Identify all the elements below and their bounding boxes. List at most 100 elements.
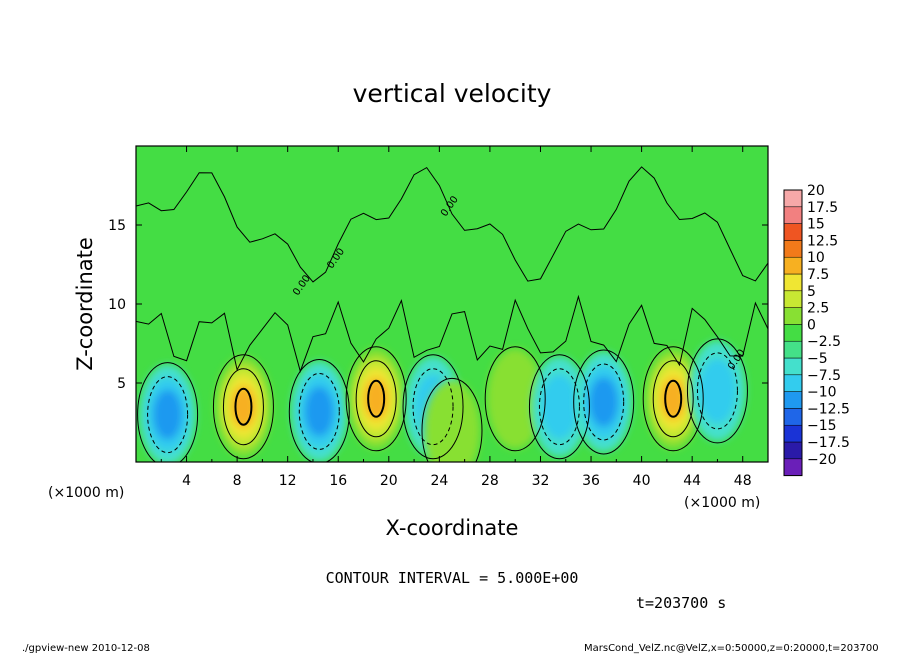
x-tick-label: 28 bbox=[481, 473, 499, 489]
y-tick-label: 10 bbox=[108, 297, 126, 313]
contour-ring bbox=[484, 346, 546, 452]
colorbar-label: −10 bbox=[807, 385, 837, 401]
contour-ring bbox=[367, 379, 386, 418]
feature-level bbox=[541, 374, 578, 440]
y-tick-label: 5 bbox=[117, 376, 126, 392]
contour-ring bbox=[652, 360, 694, 438]
colorbar-label: 5 bbox=[807, 284, 816, 300]
contour-ring bbox=[222, 368, 264, 446]
colorbar-label: −12.5 bbox=[807, 401, 850, 417]
contour-ring bbox=[355, 360, 397, 438]
contour-lines: 0.000.000.000.00 bbox=[136, 166, 768, 462]
colorbar-label: 12.5 bbox=[807, 233, 838, 249]
colorbar-swatch bbox=[783, 374, 803, 392]
feature-8 bbox=[575, 351, 632, 452]
contour-ring bbox=[147, 376, 189, 454]
chart-title: vertical velocity bbox=[353, 79, 552, 108]
contour-ring bbox=[298, 372, 340, 450]
x-unit-label: (×1000 m) bbox=[684, 495, 760, 511]
footer-left: ./gpview-new 2010-12-08 bbox=[22, 643, 150, 654]
heatmap-field bbox=[139, 340, 746, 462]
plot-area: 0.000.000.000.00 4 8 12 16 20 24 28 32 36 40 44 48 … bbox=[108, 145, 769, 489]
colorbar-label: −15 bbox=[807, 418, 837, 434]
feature-level bbox=[304, 386, 334, 437]
contour-ring bbox=[288, 358, 350, 462]
x-tick-label: 48 bbox=[734, 473, 752, 489]
colorbar-label: 10 bbox=[807, 250, 825, 266]
x-tick-label: 4 bbox=[182, 473, 191, 489]
colorbar-swatch bbox=[783, 424, 803, 443]
feature-10 bbox=[689, 340, 746, 441]
colorbar-swatch bbox=[783, 256, 803, 275]
x-axis-label: X-coordinate bbox=[386, 516, 519, 540]
contour-ring bbox=[686, 338, 748, 444]
x-tick-label: 44 bbox=[683, 473, 701, 489]
colorbar-swatch bbox=[783, 273, 803, 292]
zero-contour-boundary bbox=[136, 294, 768, 373]
colorbar-swatch bbox=[783, 441, 803, 460]
colorbar-swatch bbox=[783, 408, 803, 426]
contour-ring bbox=[538, 368, 580, 446]
colorbar-label: −7.5 bbox=[807, 368, 841, 384]
colorbar-swatch bbox=[783, 290, 803, 308]
contour-ring bbox=[664, 379, 683, 418]
colorbar-label: −5 bbox=[807, 351, 828, 367]
colorbar-label: 2.5 bbox=[807, 301, 829, 317]
x-axis: 4 8 12 16 20 24 28 32 36 40 44 48 bbox=[160, 146, 769, 489]
y-tick-label: 15 bbox=[108, 218, 126, 234]
colorbar-label: 0 bbox=[807, 317, 816, 333]
colorbar-swatch bbox=[783, 324, 803, 342]
colorbar-swatch bbox=[783, 223, 803, 241]
x-tick-label: 12 bbox=[279, 473, 297, 489]
zero-contour-upper bbox=[136, 166, 768, 283]
feature-level bbox=[699, 358, 736, 424]
colorbar: 2017.51512.5107.552.50−2.5−5−7.5−10−12.5… bbox=[783, 183, 850, 477]
contour-ring bbox=[528, 354, 590, 460]
x-tick-label: 16 bbox=[329, 473, 347, 489]
contour-ring bbox=[212, 354, 274, 460]
colorbar-swatch bbox=[783, 307, 803, 325]
contour-ring bbox=[696, 352, 738, 430]
colorbar-frame bbox=[783, 189, 803, 477]
y-unit-label: (×1000 m) bbox=[48, 485, 124, 501]
contour-ring bbox=[402, 354, 464, 460]
contour-ring bbox=[137, 362, 199, 462]
colorbar-swatch bbox=[783, 357, 803, 376]
contour-interval-note: CONTOUR INTERVAL = 5.000E+00 bbox=[326, 569, 579, 587]
time-label: t=203700 s bbox=[636, 594, 726, 612]
colorbar-label: −17.5 bbox=[807, 435, 850, 451]
colorbar-swatch bbox=[783, 189, 803, 208]
contour-ring bbox=[583, 363, 625, 441]
feature-5 bbox=[424, 380, 480, 462]
colorbar-label: 20 bbox=[807, 183, 825, 199]
colorbar-label: −2.5 bbox=[807, 334, 841, 350]
colorbar-swatch bbox=[783, 240, 803, 258]
feature-level bbox=[589, 377, 618, 427]
contour-ring bbox=[234, 387, 253, 426]
x-tick-label: 24 bbox=[430, 473, 448, 489]
feature-level bbox=[424, 380, 480, 462]
colorbar-label: −20 bbox=[807, 452, 837, 468]
colorbar-label: 15 bbox=[807, 217, 825, 233]
feature-0 bbox=[139, 364, 196, 462]
contour-ring bbox=[412, 368, 454, 446]
colorbar-swatch bbox=[783, 391, 803, 409]
feature-6 bbox=[487, 348, 544, 449]
feature-7 bbox=[531, 356, 588, 457]
y-axis: 5 10 15 bbox=[108, 218, 768, 392]
feature-2 bbox=[291, 361, 348, 462]
x-tick-label: 8 bbox=[233, 473, 242, 489]
contour-ring bbox=[421, 377, 483, 462]
footer-right: MarsCond_VelZ.nc@VelZ,x=0:50000,z=0:2000… bbox=[584, 643, 879, 654]
contour-ring bbox=[573, 349, 635, 455]
colorbar-swatch bbox=[783, 340, 803, 359]
colorbar-label: 17.5 bbox=[807, 200, 838, 216]
x-tick-label: 36 bbox=[582, 473, 600, 489]
contour-ring bbox=[345, 346, 407, 452]
x-tick-label: 32 bbox=[532, 473, 550, 489]
colorbar-swatch bbox=[783, 206, 803, 224]
y-axis-label: Z-coordinate bbox=[73, 237, 97, 371]
feature-level bbox=[153, 389, 182, 440]
x-tick-label: 20 bbox=[380, 473, 398, 489]
